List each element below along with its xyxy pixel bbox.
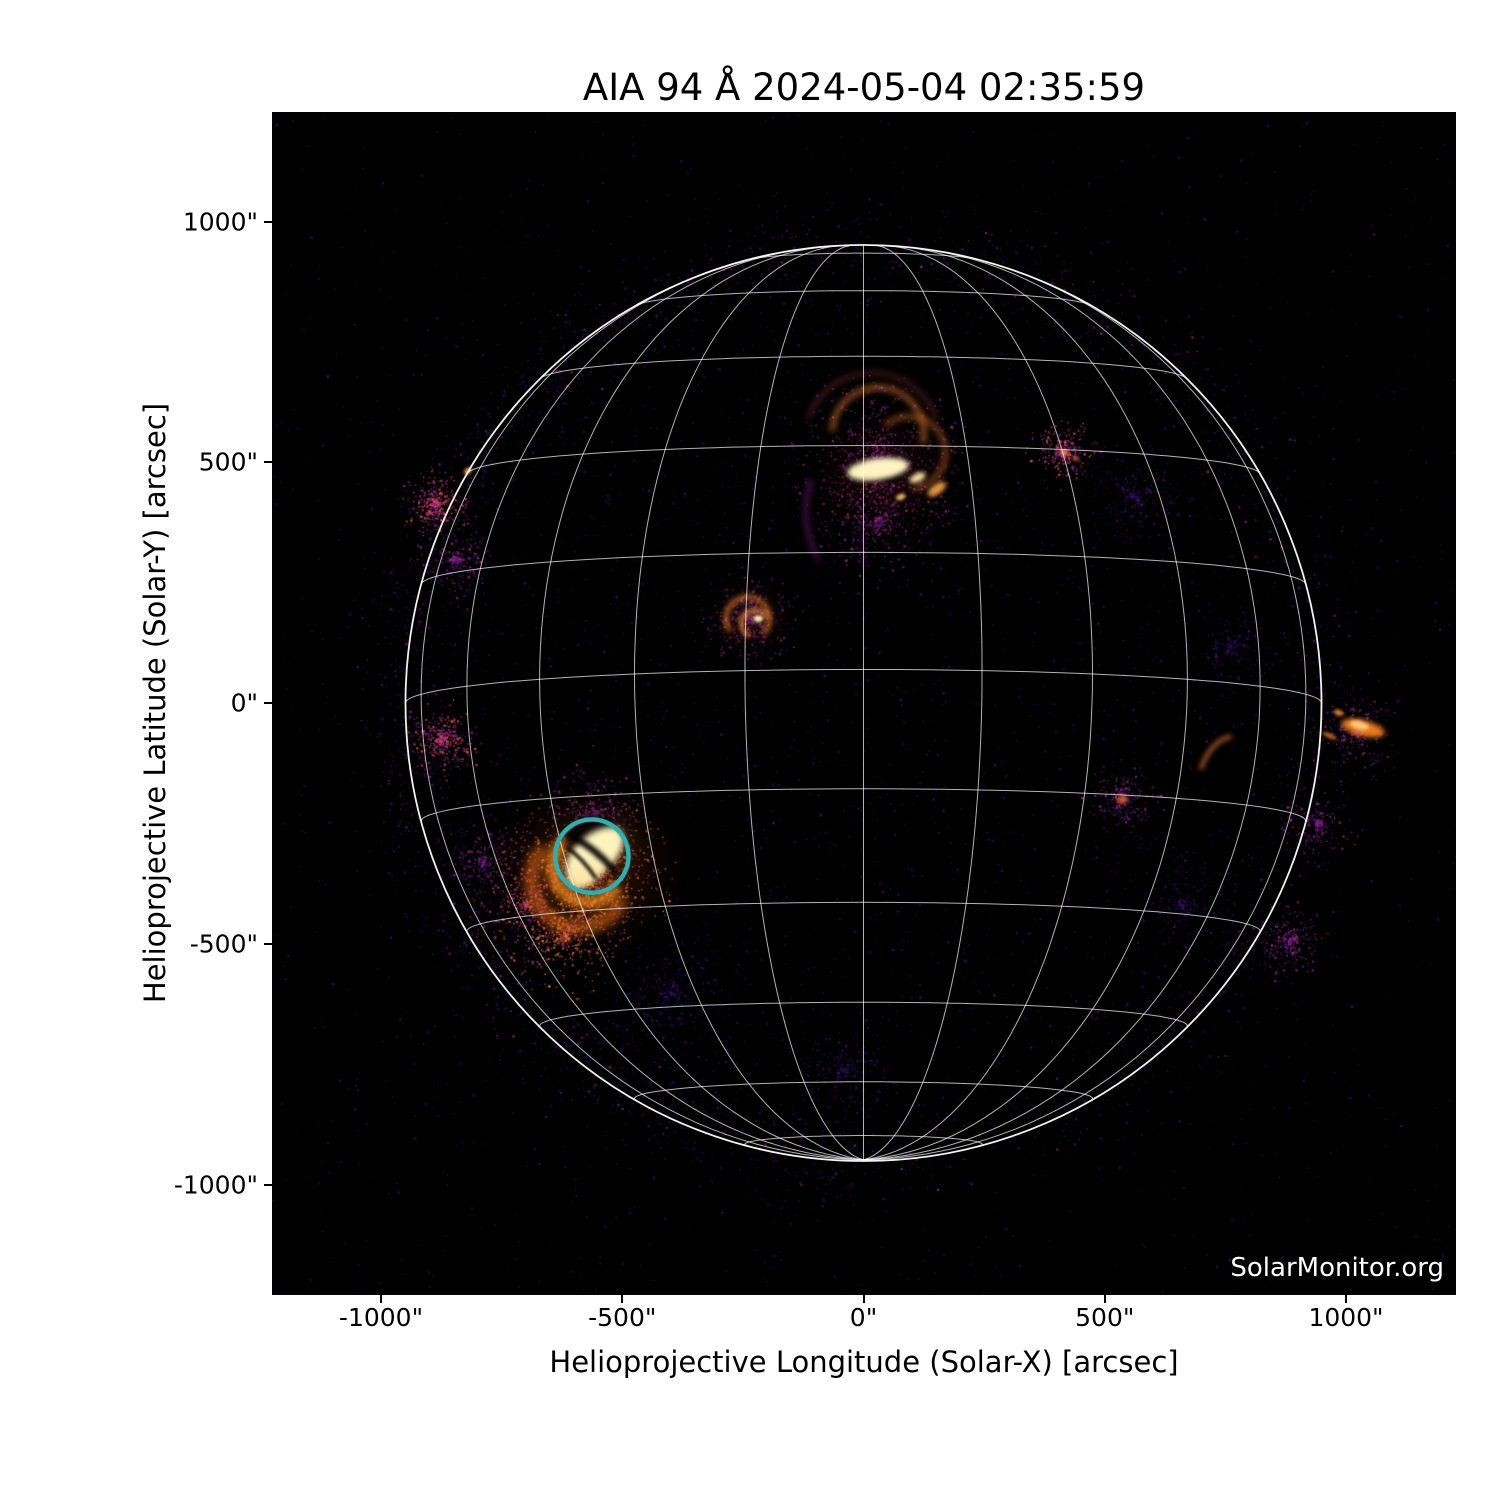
grid-meridian	[863, 249, 1261, 1161]
x-tick-mark	[380, 1295, 382, 1303]
y-tick-mark	[264, 702, 272, 704]
x-tick-label: 500"	[1075, 1303, 1135, 1332]
x-tick-label: -500"	[588, 1303, 657, 1332]
grid-parallel	[636, 290, 1091, 306]
x-tick-mark	[1345, 1295, 1347, 1303]
y-tick-mark	[264, 220, 272, 223]
y-tick-label: 0"	[230, 688, 258, 718]
grid-meridian	[863, 245, 1188, 1161]
grid-meridian	[420, 261, 864, 1161]
y-tick-mark	[264, 942, 272, 945]
grid-parallel	[749, 252, 978, 260]
x-tick-mark	[621, 1295, 624, 1303]
grid-parallel	[420, 551, 1307, 584]
y-axis-label: Helioprojective Latitude (Solar-Y) [arcs…	[138, 402, 172, 1004]
grid-parallel	[405, 669, 1322, 704]
x-tick-label: 0"	[849, 1303, 878, 1332]
grid-parallel	[420, 788, 1307, 822]
x-tick-mark	[862, 1295, 865, 1303]
watermark: SolarMonitor.org	[1230, 1253, 1444, 1283]
y-tick-mark	[264, 1183, 272, 1186]
heliographic-grid-svg	[404, 244, 1323, 1162]
y-tick-label: -500"	[189, 929, 258, 959]
grid-parallel	[541, 355, 1186, 378]
y-tick-label: 500"	[198, 447, 258, 477]
y-tick-label: 1000"	[182, 207, 258, 236]
active-region-annotation-circle	[552, 817, 631, 896]
grid-meridian	[863, 244, 983, 1161]
y-tick-mark	[264, 461, 272, 464]
x-tick-label: -1000"	[338, 1303, 424, 1332]
grid-meridian	[863, 245, 1094, 1161]
grid-parallel	[539, 1001, 1188, 1028]
grid-parallel	[467, 445, 1260, 473]
grid-meridian	[633, 245, 864, 1161]
plot-title: AIA 94 Å 2024-05-04 02:35:59	[582, 66, 1146, 109]
plot-area: SolarMonitor.org	[272, 112, 1456, 1295]
solar-limb-circle	[404, 244, 1323, 1162]
x-tick-label: 1000"	[1308, 1303, 1384, 1332]
x-axis-label: Helioprojective Longitude (Solar-X) [arc…	[549, 1345, 1179, 1379]
grid-parallel	[466, 901, 1261, 933]
x-tick-mark	[1103, 1295, 1106, 1303]
grid-meridian	[466, 249, 864, 1161]
grid-meridian	[539, 245, 864, 1161]
grid-meridian	[863, 261, 1307, 1161]
grid-meridian	[744, 244, 864, 1161]
grid-parallel	[633, 1081, 1094, 1101]
y-tick-label: -1000"	[173, 1170, 258, 1199]
grid-parallel	[744, 1135, 983, 1147]
